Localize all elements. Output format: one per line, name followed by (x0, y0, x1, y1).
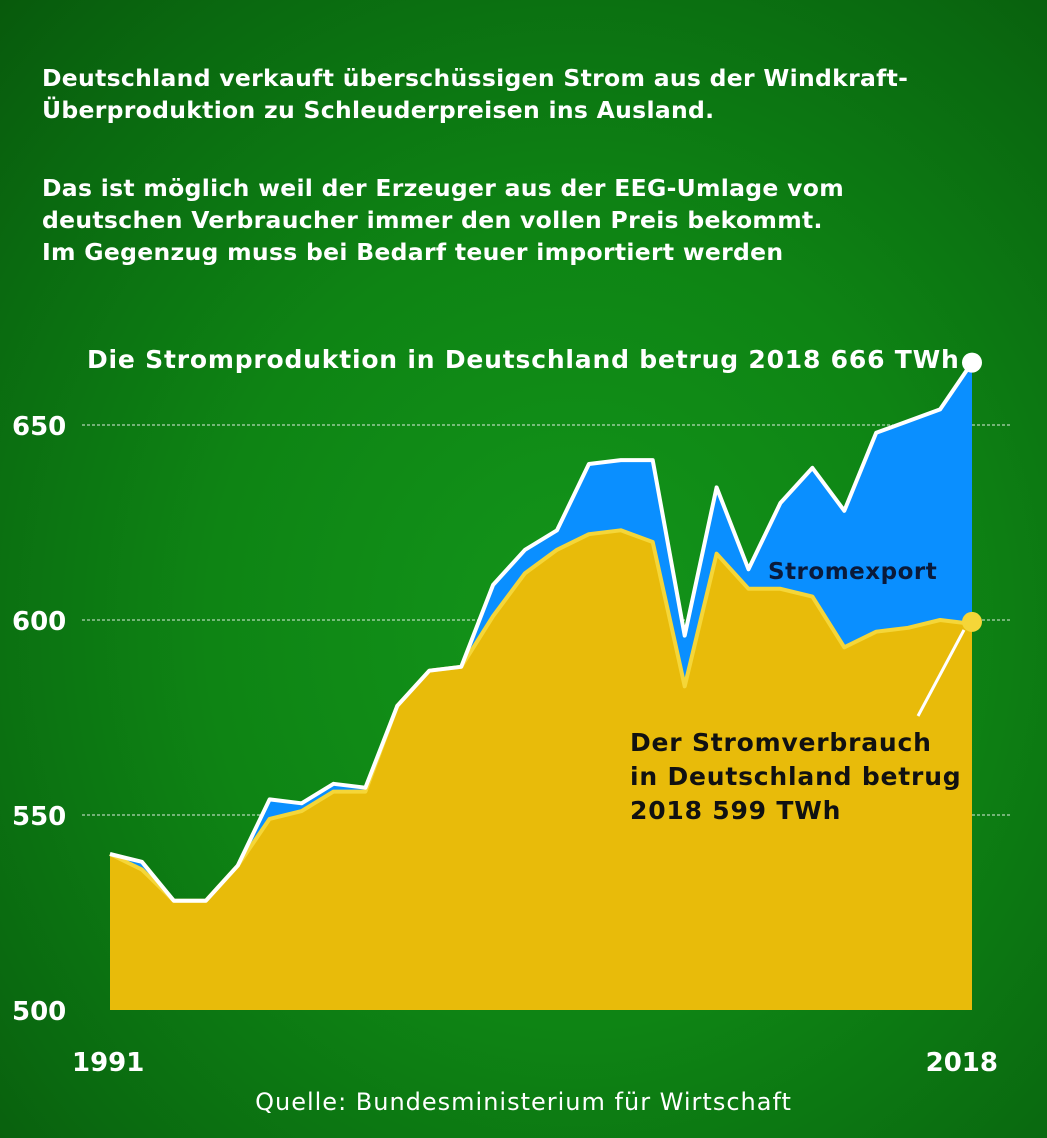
production-line (109, 361, 974, 903)
y-axis-ticks: 500 550 600 650 (12, 412, 66, 1027)
y-tick-600: 600 (12, 607, 66, 637)
x-tick-1991: 1991 (72, 1048, 144, 1078)
y-tick-500: 500 (12, 997, 66, 1027)
production-end-marker (962, 352, 982, 373)
consumption-area (110, 530, 972, 1010)
consumption-annotation-line-2: in Deutschland betrug (630, 762, 962, 791)
intro-paragraph-1: Deutschland verkauft überschüssigen Stro… (42, 62, 908, 126)
intro-line-4: deutschen Verbraucher immer den vollen P… (42, 206, 823, 234)
production-annotation: Die Stromproduktion in Deutschland betru… (87, 345, 960, 374)
consumption-leader-line (916, 629, 966, 717)
source-note: Quelle: Bundesministerium für Wirtschaft (255, 1088, 792, 1116)
consumption-annotation-line-3: 2018 599 TWh (630, 796, 841, 825)
y-tick-650: 650 (12, 412, 66, 442)
export-label: Stromexport (768, 559, 937, 585)
x-tick-2018: 2018 (926, 1048, 998, 1078)
intro-paragraph-2: Das ist möglich weil der Erzeuger aus de… (42, 172, 844, 268)
x-axis-ticks: 1991 2018 (72, 1048, 998, 1078)
intro-line-3: Das ist möglich weil der Erzeuger aus de… (42, 174, 844, 202)
y-tick-550: 550 (12, 802, 66, 832)
consumption-line (109, 528, 973, 903)
intro-line-5: Im Gegenzug muss bei Bedarf teuer import… (42, 238, 784, 266)
intro-line-2: Überproduktion zu Schleuderpreisen ins A… (42, 96, 715, 124)
consumption-annotation-line-1: Der Stromverbrauch (630, 728, 932, 757)
consumption-end-marker (962, 611, 982, 632)
intro-line-1: Deutschland verkauft überschüssigen Stro… (42, 64, 909, 92)
